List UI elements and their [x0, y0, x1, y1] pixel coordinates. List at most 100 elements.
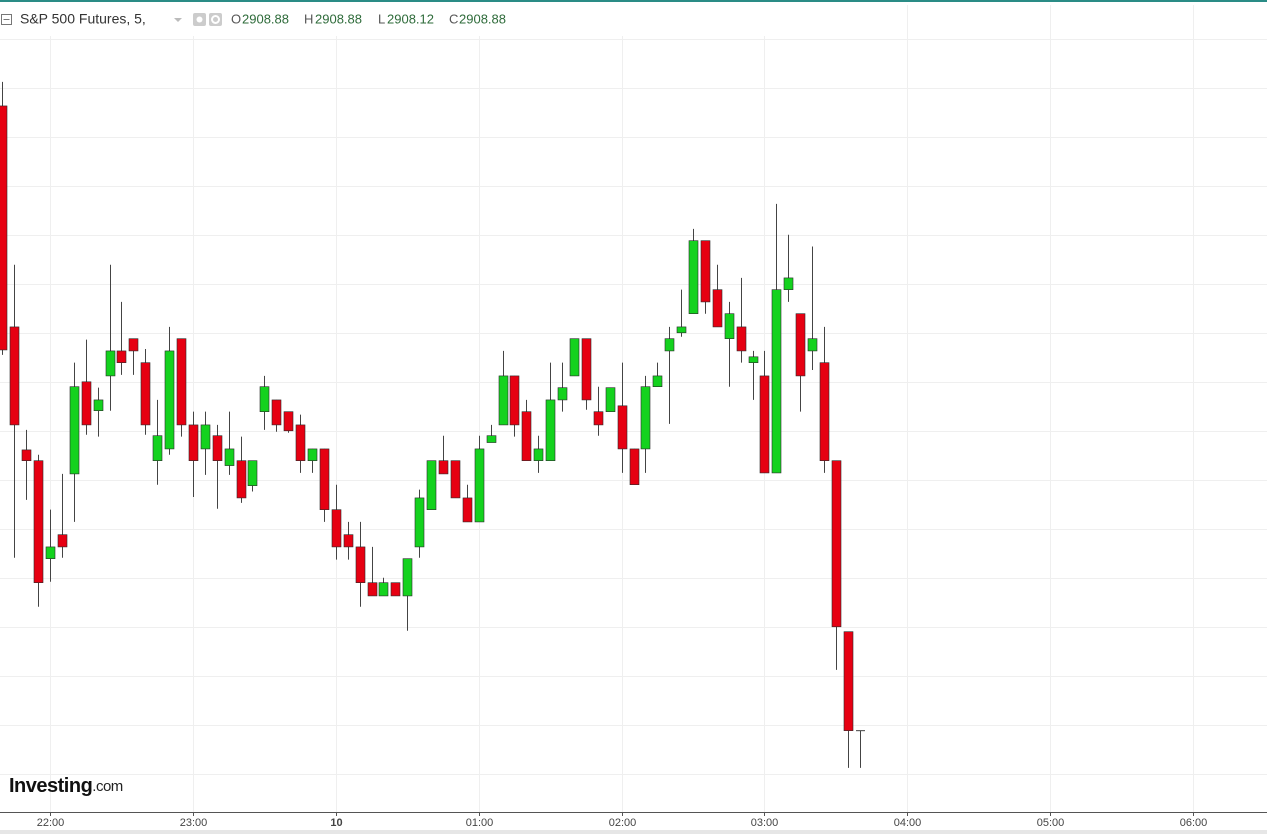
candle-body	[343, 534, 354, 548]
candle-body	[283, 411, 294, 432]
candle-body	[140, 362, 151, 426]
candle-body	[0, 105, 8, 351]
candle-body	[355, 546, 366, 583]
candle-body	[81, 381, 92, 426]
x-tick-label: 04:00	[894, 817, 922, 829]
candle-body	[390, 582, 401, 597]
candle-body	[378, 582, 389, 597]
candle-body	[200, 424, 211, 450]
candle-body	[450, 460, 461, 499]
candle-body	[688, 240, 699, 314]
candle-body	[414, 497, 425, 548]
x-tick-label: 22:00	[37, 817, 65, 829]
candle-body	[212, 435, 223, 461]
candle-body	[57, 534, 68, 548]
candle-body	[831, 460, 842, 628]
candle-body	[152, 435, 163, 461]
ohlc-label: L	[378, 11, 385, 26]
candle-body	[295, 424, 306, 461]
candle-body	[45, 546, 56, 559]
candles	[0, 81, 865, 768]
candle-body	[712, 289, 723, 328]
candle-body	[819, 362, 830, 461]
candle-body	[128, 338, 139, 352]
candle-body	[545, 399, 556, 461]
ohlc-value: 2908.12	[387, 11, 434, 26]
candle-body	[843, 631, 854, 731]
candle-body	[652, 375, 663, 387]
candle-body	[771, 289, 782, 474]
candle-body	[640, 386, 651, 450]
x-axis-band	[0, 812, 1267, 834]
ohlc-label: C	[449, 11, 458, 26]
settings-icon-gear	[211, 15, 220, 24]
candle-body	[462, 497, 473, 523]
candle-body	[629, 448, 640, 485]
candle-body	[498, 375, 509, 426]
candle-body	[188, 424, 199, 461]
x-tick-label: 06:00	[1180, 817, 1208, 829]
visibility-icon-eye	[196, 16, 203, 23]
candle-body	[736, 326, 747, 352]
candle-body	[676, 326, 687, 334]
candle-body	[533, 448, 544, 461]
x-tick-label: 02:00	[609, 817, 637, 829]
candle-body	[521, 411, 532, 461]
ohlc-label: O	[231, 11, 241, 26]
candle-body	[569, 338, 580, 377]
x-tick-label: 01:00	[466, 817, 494, 829]
logo: Investing.com	[9, 775, 123, 797]
candle-body	[33, 460, 44, 583]
candle-body	[164, 350, 175, 450]
candle-body	[307, 448, 318, 461]
grid	[0, 5, 1267, 812]
ohlc-value: 2908.88	[242, 11, 289, 26]
candle-body	[21, 449, 32, 461]
candle-body	[748, 356, 759, 363]
candle-body	[724, 313, 735, 339]
collapse-icon[interactable]	[1, 14, 12, 25]
candle-body	[426, 460, 437, 510]
candle-body	[69, 386, 80, 475]
settings-icon[interactable]	[209, 13, 222, 26]
candle-body	[259, 386, 270, 412]
candle-body	[700, 240, 711, 303]
bottom-strip	[0, 830, 1267, 834]
candle-body	[105, 350, 116, 377]
candle-body	[236, 460, 247, 499]
logo-main: Investing	[9, 775, 92, 797]
candle-body	[605, 387, 616, 412]
dropdown-arrow[interactable]	[174, 18, 182, 22]
candle-body	[807, 338, 818, 352]
candle-body	[271, 399, 282, 426]
x-axis: 22:00 23:00 10 01:00 02:00 03:00 04:00 05:00 06:…	[37, 812, 1208, 829]
candle-body	[557, 387, 568, 401]
top-border	[0, 0, 1267, 2]
x-tick-label: 03:00	[751, 817, 779, 829]
candle-body	[783, 277, 794, 290]
candle-body	[176, 338, 187, 426]
ohlc-value: 2908.88	[315, 11, 362, 26]
candle-body	[319, 448, 330, 510]
candle-body	[331, 509, 342, 548]
candle-body	[486, 435, 497, 443]
candle-body	[581, 338, 592, 401]
candle-body	[438, 460, 449, 475]
x-tick-label: 23:00	[180, 817, 208, 829]
candle-body	[664, 338, 675, 352]
candle-body	[9, 326, 20, 426]
candle-body	[224, 448, 235, 466]
candle-body	[795, 313, 806, 377]
header-band	[0, 4, 860, 36]
candle-body	[116, 350, 127, 363]
candle-body	[593, 411, 604, 426]
candle-body	[509, 375, 520, 426]
candle-body	[367, 582, 378, 597]
candle-body	[93, 399, 104, 412]
candle-body	[617, 405, 628, 450]
candle-body	[474, 448, 485, 523]
ohlc-label: H	[304, 11, 313, 26]
